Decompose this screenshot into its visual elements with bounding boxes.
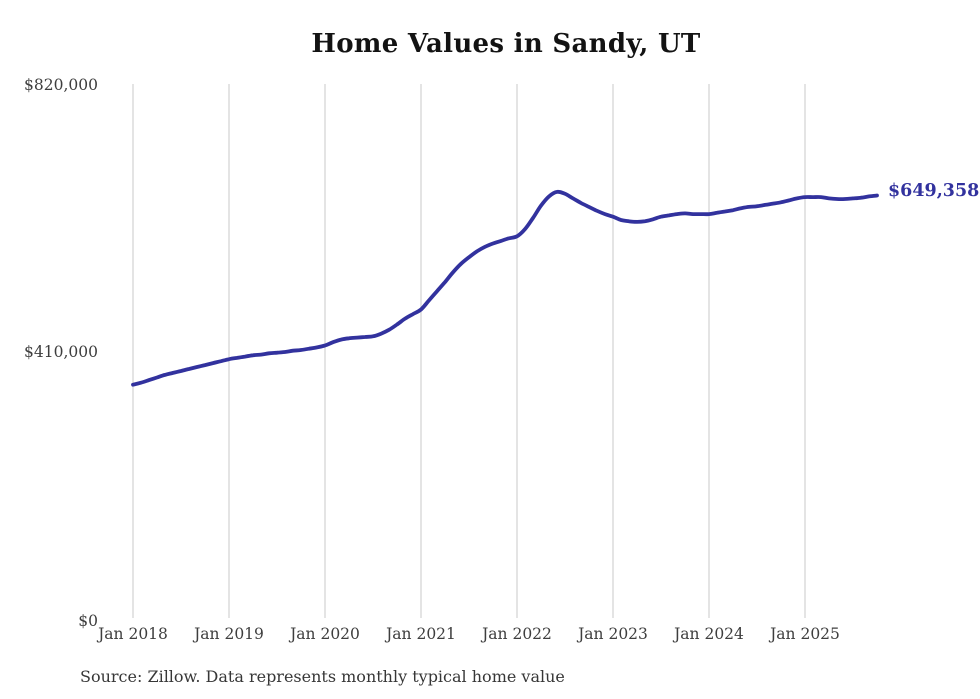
x-tick-label: Jan 2022 — [482, 625, 552, 643]
x-tick-label: Jan 2019 — [194, 625, 264, 643]
y-tick-label: $410,000 — [24, 343, 98, 361]
x-tick-label: Jan 2023 — [578, 625, 648, 643]
current-value-label: $649,358 — [888, 181, 980, 201]
x-tick-label: Jan 2024 — [674, 625, 744, 643]
x-tick-label: Jan 2018 — [98, 625, 168, 643]
value-line — [131, 189, 879, 387]
x-tick-label: Jan 2021 — [386, 625, 456, 643]
y-tick-label: $820,000 — [24, 76, 98, 94]
x-tick-label: Jan 2020 — [290, 625, 360, 643]
source-note: Source: Zillow. Data represents monthly … — [80, 667, 565, 686]
y-tick-label: $0 — [78, 612, 98, 630]
x-tick-label: Jan 2025 — [770, 625, 840, 643]
chart-title: Home Values in Sandy, UT — [311, 29, 701, 59]
